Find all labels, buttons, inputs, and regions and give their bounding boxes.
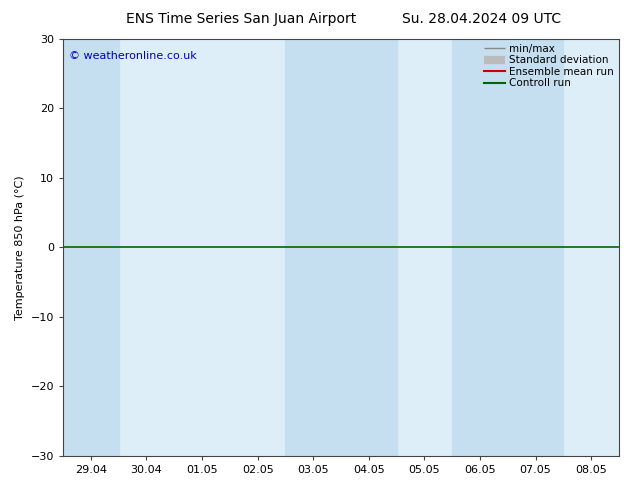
- Bar: [63, 39, 119, 456]
- Bar: [452, 39, 564, 456]
- Bar: [285, 39, 397, 456]
- Legend: min/max, Standard deviation, Ensemble mean run, Controll run: min/max, Standard deviation, Ensemble me…: [482, 42, 616, 91]
- Text: Su. 28.04.2024 09 UTC: Su. 28.04.2024 09 UTC: [403, 12, 561, 26]
- Y-axis label: Temperature 850 hPa (°C): Temperature 850 hPa (°C): [15, 175, 25, 319]
- Text: ENS Time Series San Juan Airport: ENS Time Series San Juan Airport: [126, 12, 356, 26]
- Text: © weatheronline.co.uk: © weatheronline.co.uk: [68, 51, 197, 61]
